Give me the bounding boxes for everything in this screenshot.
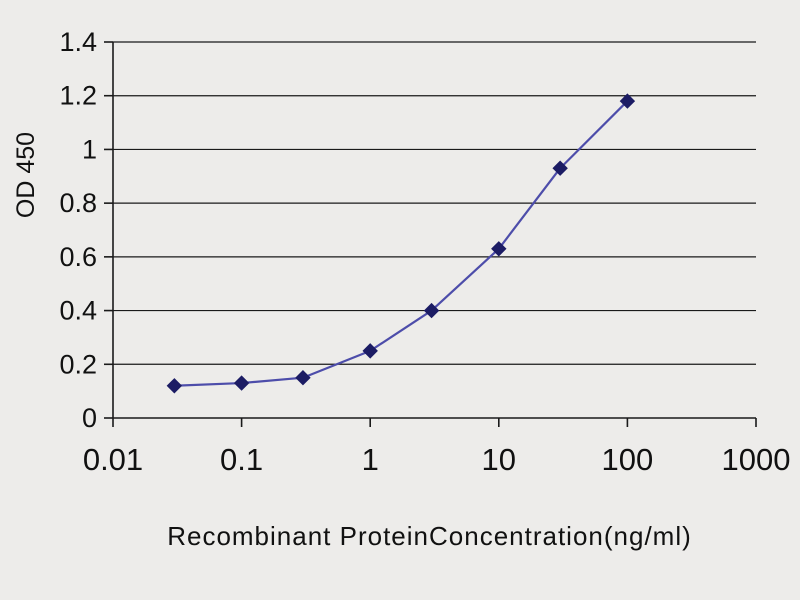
y-tick-label: 1.2 <box>59 81 97 111</box>
y-tick-label: 0.8 <box>59 188 97 218</box>
data-point-marker <box>423 302 440 319</box>
data-point-marker <box>552 160 568 176</box>
x-tick-label: 0.01 <box>83 442 143 477</box>
x-tick-label: 100 <box>602 442 654 477</box>
x-tick-label: 0.1 <box>220 442 263 477</box>
y-tick-label: 1 <box>82 134 97 164</box>
data-point-marker <box>295 370 311 386</box>
y-tick-label: 0 <box>82 403 97 433</box>
x-tick-label: 10 <box>482 442 516 477</box>
y-tick-label: 0.2 <box>59 349 97 379</box>
data-point-marker <box>619 93 636 109</box>
y-tick-label: 1.4 <box>59 27 97 57</box>
data-line <box>173 99 629 387</box>
x-tick-label: 1 <box>362 442 379 477</box>
x-tick-label: 1000 <box>722 442 791 477</box>
data-point-marker <box>233 375 250 391</box>
data-point-marker <box>491 241 507 257</box>
y-axis-title: OD 450 <box>12 132 40 218</box>
y-tick-label: 0.6 <box>59 242 97 272</box>
x-axis-title: Recombinant ProteinConcentration(ng/ml) <box>167 521 692 551</box>
data-point-marker <box>166 378 183 394</box>
y-tick-label: 0.4 <box>59 296 97 326</box>
data-point-marker <box>362 343 378 359</box>
